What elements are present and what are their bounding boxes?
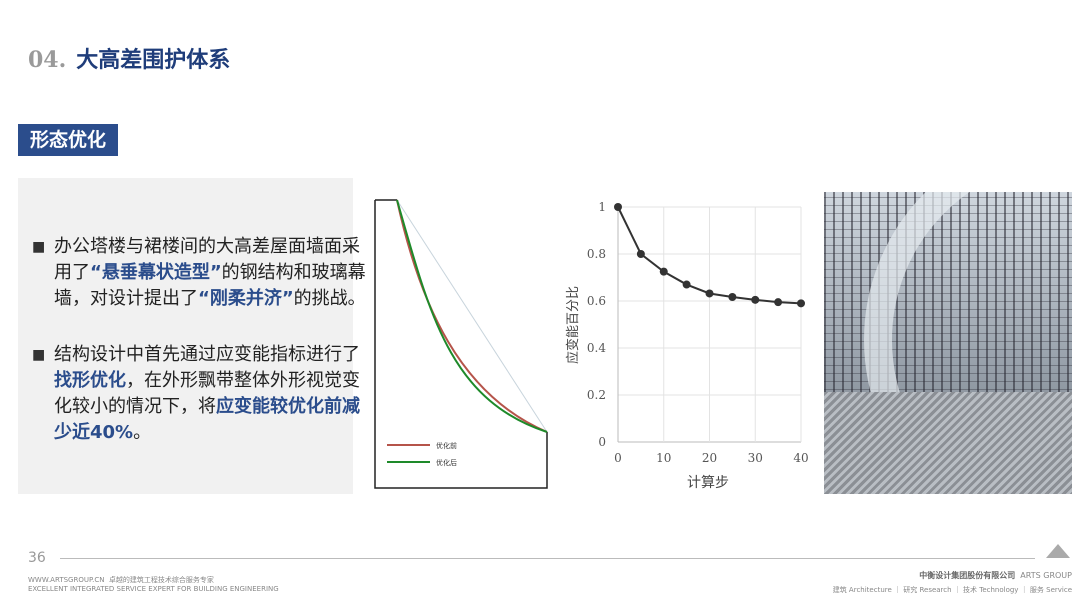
y-tick-label: 0.6 [587, 294, 606, 308]
y-tick-label: 0.4 [587, 341, 606, 355]
highlight-text: 找形优化 [54, 370, 126, 391]
page-number: 36 [28, 550, 46, 566]
page-title: 04. 大高差围护体系 [28, 42, 230, 74]
x-axis-label: 计算步 [687, 475, 729, 491]
data-point [728, 293, 737, 302]
curve-after [396, 199, 548, 433]
data-point [659, 267, 668, 276]
footer-slogan-cn: 卓越的建筑工程技术综合服务专家 [108, 576, 214, 584]
strain-energy-chart: 00.20.40.60.810 10 20 30 40 计算步 应变能百分比 [565, 200, 809, 491]
data-point [705, 289, 714, 298]
footer-divider [60, 558, 1035, 559]
x-tick-label: 30 [748, 451, 763, 465]
curve-before [396, 199, 548, 433]
section-title: 大高差围护体系 [76, 48, 231, 73]
highlight-text: “悬垂幕状造型” [90, 262, 222, 283]
x-tick-label: 0 [614, 451, 622, 465]
data-point [614, 203, 622, 211]
bullet-text: 的挑战。 [293, 288, 366, 309]
y-tick-label: 0.2 [587, 388, 606, 402]
data-point [636, 250, 645, 258]
data-point [751, 295, 760, 304]
floor [824, 392, 1072, 494]
y-axis-label: 应变能百分比 [565, 286, 581, 364]
outline [374, 199, 548, 489]
y-tick-label: 0.8 [587, 247, 606, 261]
footer-url: WWW.ARTSGROUP.CN [28, 576, 105, 584]
data-point [774, 298, 783, 307]
chord-line [396, 199, 548, 433]
bullet-text: 办公塔楼与裙楼间的大高差屋面墙面采用了 [54, 236, 360, 283]
x-tick-label: 10 [656, 451, 671, 465]
data-point [797, 299, 805, 308]
company-name-cn: 中衡设计集团股份有限公司 [919, 571, 1016, 580]
x-tick-label: 20 [702, 451, 717, 465]
section-tag: 形态优化 [18, 124, 118, 156]
y-tick-label: 1 [598, 200, 606, 214]
bullet-text: 。 [133, 422, 152, 443]
legend-label-after: 优化后 [436, 458, 457, 467]
highlight-text: “刚柔并济” [198, 288, 294, 309]
x-tick-label: 40 [793, 451, 808, 465]
bullet-text: 的钢结构和玻璃幕墙，对设计提出了 [54, 262, 366, 309]
company-name-en: ARTS GROUP [1020, 571, 1072, 580]
text-panel: 办公塔楼与裙楼间的大高差屋面墙面采用了“悬垂幕状造型”的钢结构和玻璃幕墙，对设计… [18, 178, 366, 494]
atrium-photo [824, 192, 1072, 494]
data-point [682, 280, 691, 289]
highlight-text: 应变能较优化前减少近40% [54, 396, 360, 443]
footer-slogan-en: EXCELLENT INTEGRATED SERVICE EXPERT FOR … [28, 585, 279, 593]
legend-label-before: 优化前 [436, 441, 457, 450]
section-number: 04. [28, 47, 67, 73]
y-tick-label: 0 [598, 435, 606, 449]
bullet-2: 结构设计中首先通过应变能指标进行了找形优化，在外形飘带整体外形视觉变化较小的情况… [32, 342, 366, 446]
footer-services: 建筑 Architecture ｜ 研究 Research ｜ 技术 Techn… [832, 586, 1072, 594]
bullet-text: ，在外形飘带整体外形视觉变化较小的情况下，将 [54, 370, 360, 417]
shape-diagram: 优化前 优化后 [374, 199, 548, 489]
company-logo-icon [1046, 544, 1070, 558]
bullet-1: 办公塔楼与裙楼间的大高差屋面墙面采用了“悬垂幕状造型”的钢结构和玻璃幕墙，对设计… [32, 234, 366, 312]
bullet-text: 结构设计中首先通过应变能指标进行了 [54, 344, 360, 365]
